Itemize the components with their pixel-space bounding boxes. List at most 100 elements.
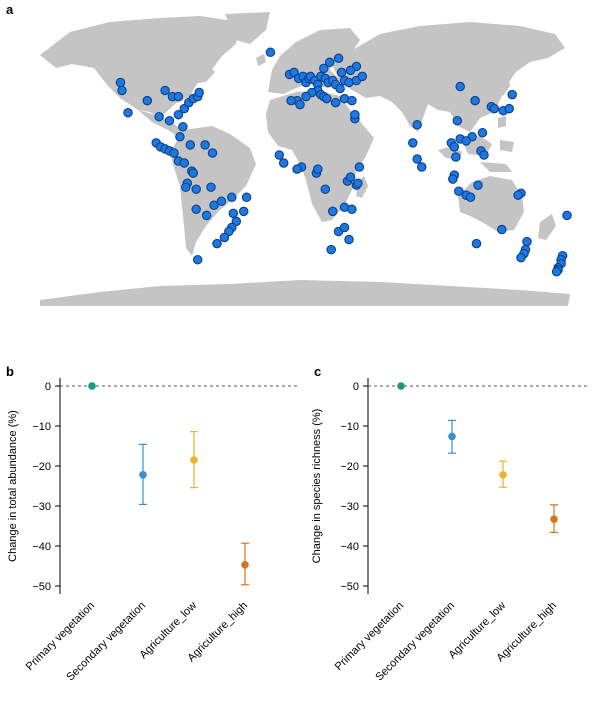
y-tick-label: −10 <box>340 421 359 433</box>
study-site-point <box>330 97 341 108</box>
study-site-point <box>471 238 482 249</box>
study-site-point <box>191 204 201 215</box>
chart-c: 0 −10 −20 −30 −40 −50 Change in species richne… <box>311 378 590 683</box>
study-site-point <box>295 99 305 110</box>
study-site-point <box>344 234 354 245</box>
study-site-point <box>339 222 350 233</box>
study-site-point <box>345 65 356 76</box>
study-site-point <box>507 89 517 100</box>
study-site-point <box>497 224 507 235</box>
study-site-point <box>448 174 458 184</box>
study-site-point <box>154 111 164 122</box>
study-site-point <box>179 158 190 168</box>
study-site-point <box>551 267 562 277</box>
study-site-point <box>412 120 422 130</box>
study-site-point <box>286 95 296 106</box>
study-site-point <box>335 83 345 94</box>
study-site-point <box>350 109 360 120</box>
study-site-point <box>562 210 572 221</box>
study-site-point <box>228 208 239 219</box>
study-site-point <box>201 210 212 221</box>
study-site-point <box>522 236 532 247</box>
study-site-point <box>185 140 196 150</box>
study-site-point <box>265 47 276 58</box>
y-axis-title: Change in species richness (%) <box>311 409 323 564</box>
study-site-point <box>188 168 198 178</box>
study-site-point <box>274 150 285 160</box>
study-site-point <box>313 164 323 174</box>
study-site-point <box>212 238 222 249</box>
study-site-point <box>207 148 218 158</box>
data-point <box>139 471 147 479</box>
y-tick-label: −40 <box>32 541 51 553</box>
y-tick-label: −30 <box>32 501 51 513</box>
y-tick-label: −30 <box>340 501 359 513</box>
study-site-point <box>173 91 184 102</box>
study-site-point <box>353 178 363 188</box>
study-site-point <box>123 107 133 118</box>
study-site-point <box>347 204 357 215</box>
study-site-point <box>451 152 461 162</box>
data-point <box>448 432 456 441</box>
study-site-point <box>504 103 514 114</box>
study-site-point <box>455 81 465 92</box>
study-site-point <box>461 136 471 146</box>
study-site-point <box>333 53 344 64</box>
study-site-point <box>326 244 336 255</box>
study-site-point <box>513 190 523 200</box>
study-site-point <box>241 192 252 203</box>
study-site-point <box>489 103 500 114</box>
study-site-point <box>200 140 210 150</box>
study-site-point <box>452 115 463 126</box>
study-site-point <box>327 206 338 217</box>
world-map <box>40 12 572 306</box>
study-site-point <box>454 186 464 196</box>
study-site-point <box>292 164 302 174</box>
study-site-point <box>354 162 365 172</box>
study-site-point <box>219 232 230 243</box>
study-site-point <box>238 206 249 217</box>
study-site-point <box>319 63 329 74</box>
study-site-point <box>324 57 335 68</box>
study-site-point <box>117 85 127 96</box>
y-tick-label: −10 <box>32 421 51 433</box>
study-site-point <box>227 192 237 203</box>
study-site-point <box>301 91 311 102</box>
study-site-point <box>169 148 179 158</box>
data-point <box>190 456 198 464</box>
study-site-point <box>206 182 216 192</box>
study-site-point <box>477 128 488 138</box>
study-site-point <box>412 154 422 164</box>
panel-label-a: a <box>6 2 14 17</box>
panel-label-b: b <box>6 364 14 379</box>
study-site-point <box>175 132 185 142</box>
study-site-point <box>194 87 204 98</box>
study-site-point <box>408 138 418 148</box>
data-point <box>88 382 96 390</box>
study-site-point <box>449 142 460 152</box>
study-site-point <box>181 182 191 192</box>
data-point <box>550 515 558 523</box>
study-site-point <box>416 162 427 172</box>
data-point <box>241 561 249 569</box>
study-site-point <box>347 95 357 106</box>
y-tick-label: 0 <box>353 381 359 393</box>
study-site-point <box>516 252 526 263</box>
map-land <box>40 12 570 306</box>
study-site-point <box>178 122 188 132</box>
study-site-point <box>115 77 126 88</box>
study-site-point <box>216 196 227 207</box>
study-site-point <box>479 150 489 160</box>
study-site-point <box>160 85 170 96</box>
study-site-point <box>336 67 347 78</box>
study-site-point <box>142 95 153 106</box>
y-tick-label: −50 <box>32 581 51 593</box>
chart-b: 0 −10 −20 −30 −40 −50 Change in total abundanc… <box>7 378 300 683</box>
study-site-points <box>115 47 572 277</box>
study-site-point <box>470 95 480 106</box>
y-tick-label: −20 <box>340 461 359 473</box>
watermark-text: 知乎 @ZM-15930433986 <box>392 673 560 690</box>
study-site-point <box>321 93 332 104</box>
y-tick-label: −50 <box>340 581 359 593</box>
